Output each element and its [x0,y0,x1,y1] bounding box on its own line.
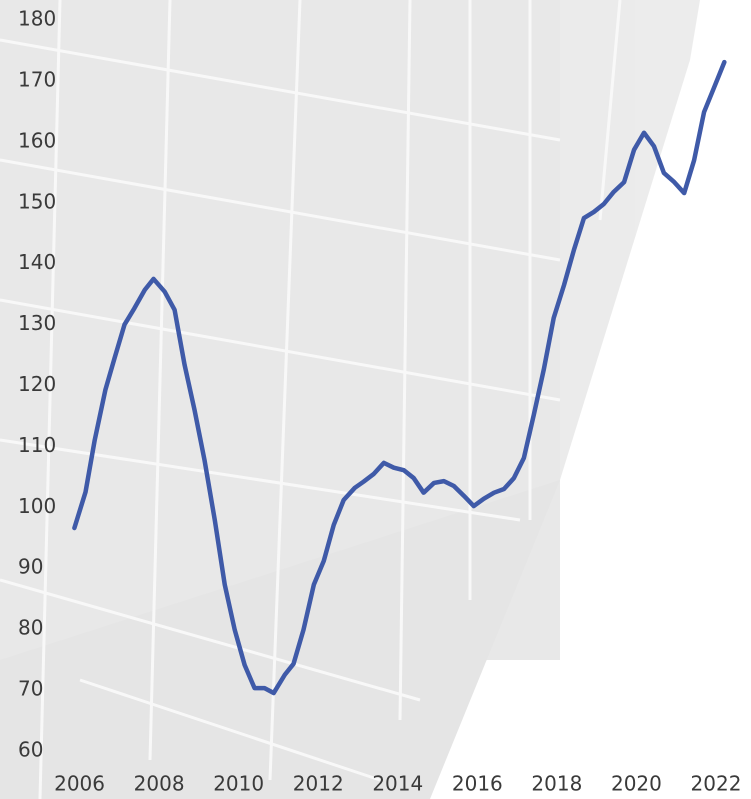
x-tick-label: 2012 [293,772,344,796]
y-tick-label: 170 [18,67,56,91]
y-tick-label: 80 [18,616,43,640]
x-tick-label: 2006 [54,772,105,796]
x-tick-label: 2010 [213,772,264,796]
x-tick-label: 2018 [531,772,582,796]
background-photo [0,0,700,799]
y-tick-label: 60 [18,737,43,761]
y-tick-label: 180 [18,7,56,31]
y-tick-label: 70 [18,676,43,700]
x-tick-label: 2016 [452,772,503,796]
data-line [72,59,727,696]
x-tick-label: 2022 [691,772,742,796]
y-tick-label: 140 [18,250,56,274]
y-tick-label: 110 [18,433,56,457]
x-tick-label: 2020 [611,772,662,796]
y-tick-label: 120 [18,372,56,396]
y-tick-label: 130 [18,311,56,335]
x-tick-label: 2014 [372,772,423,796]
x-tick-label: 2008 [134,772,185,796]
y-tick-label: 150 [18,189,56,213]
y-tick-label: 100 [18,494,56,518]
y-tick-label: 160 [18,128,56,152]
y-tick-label: 90 [18,555,43,579]
